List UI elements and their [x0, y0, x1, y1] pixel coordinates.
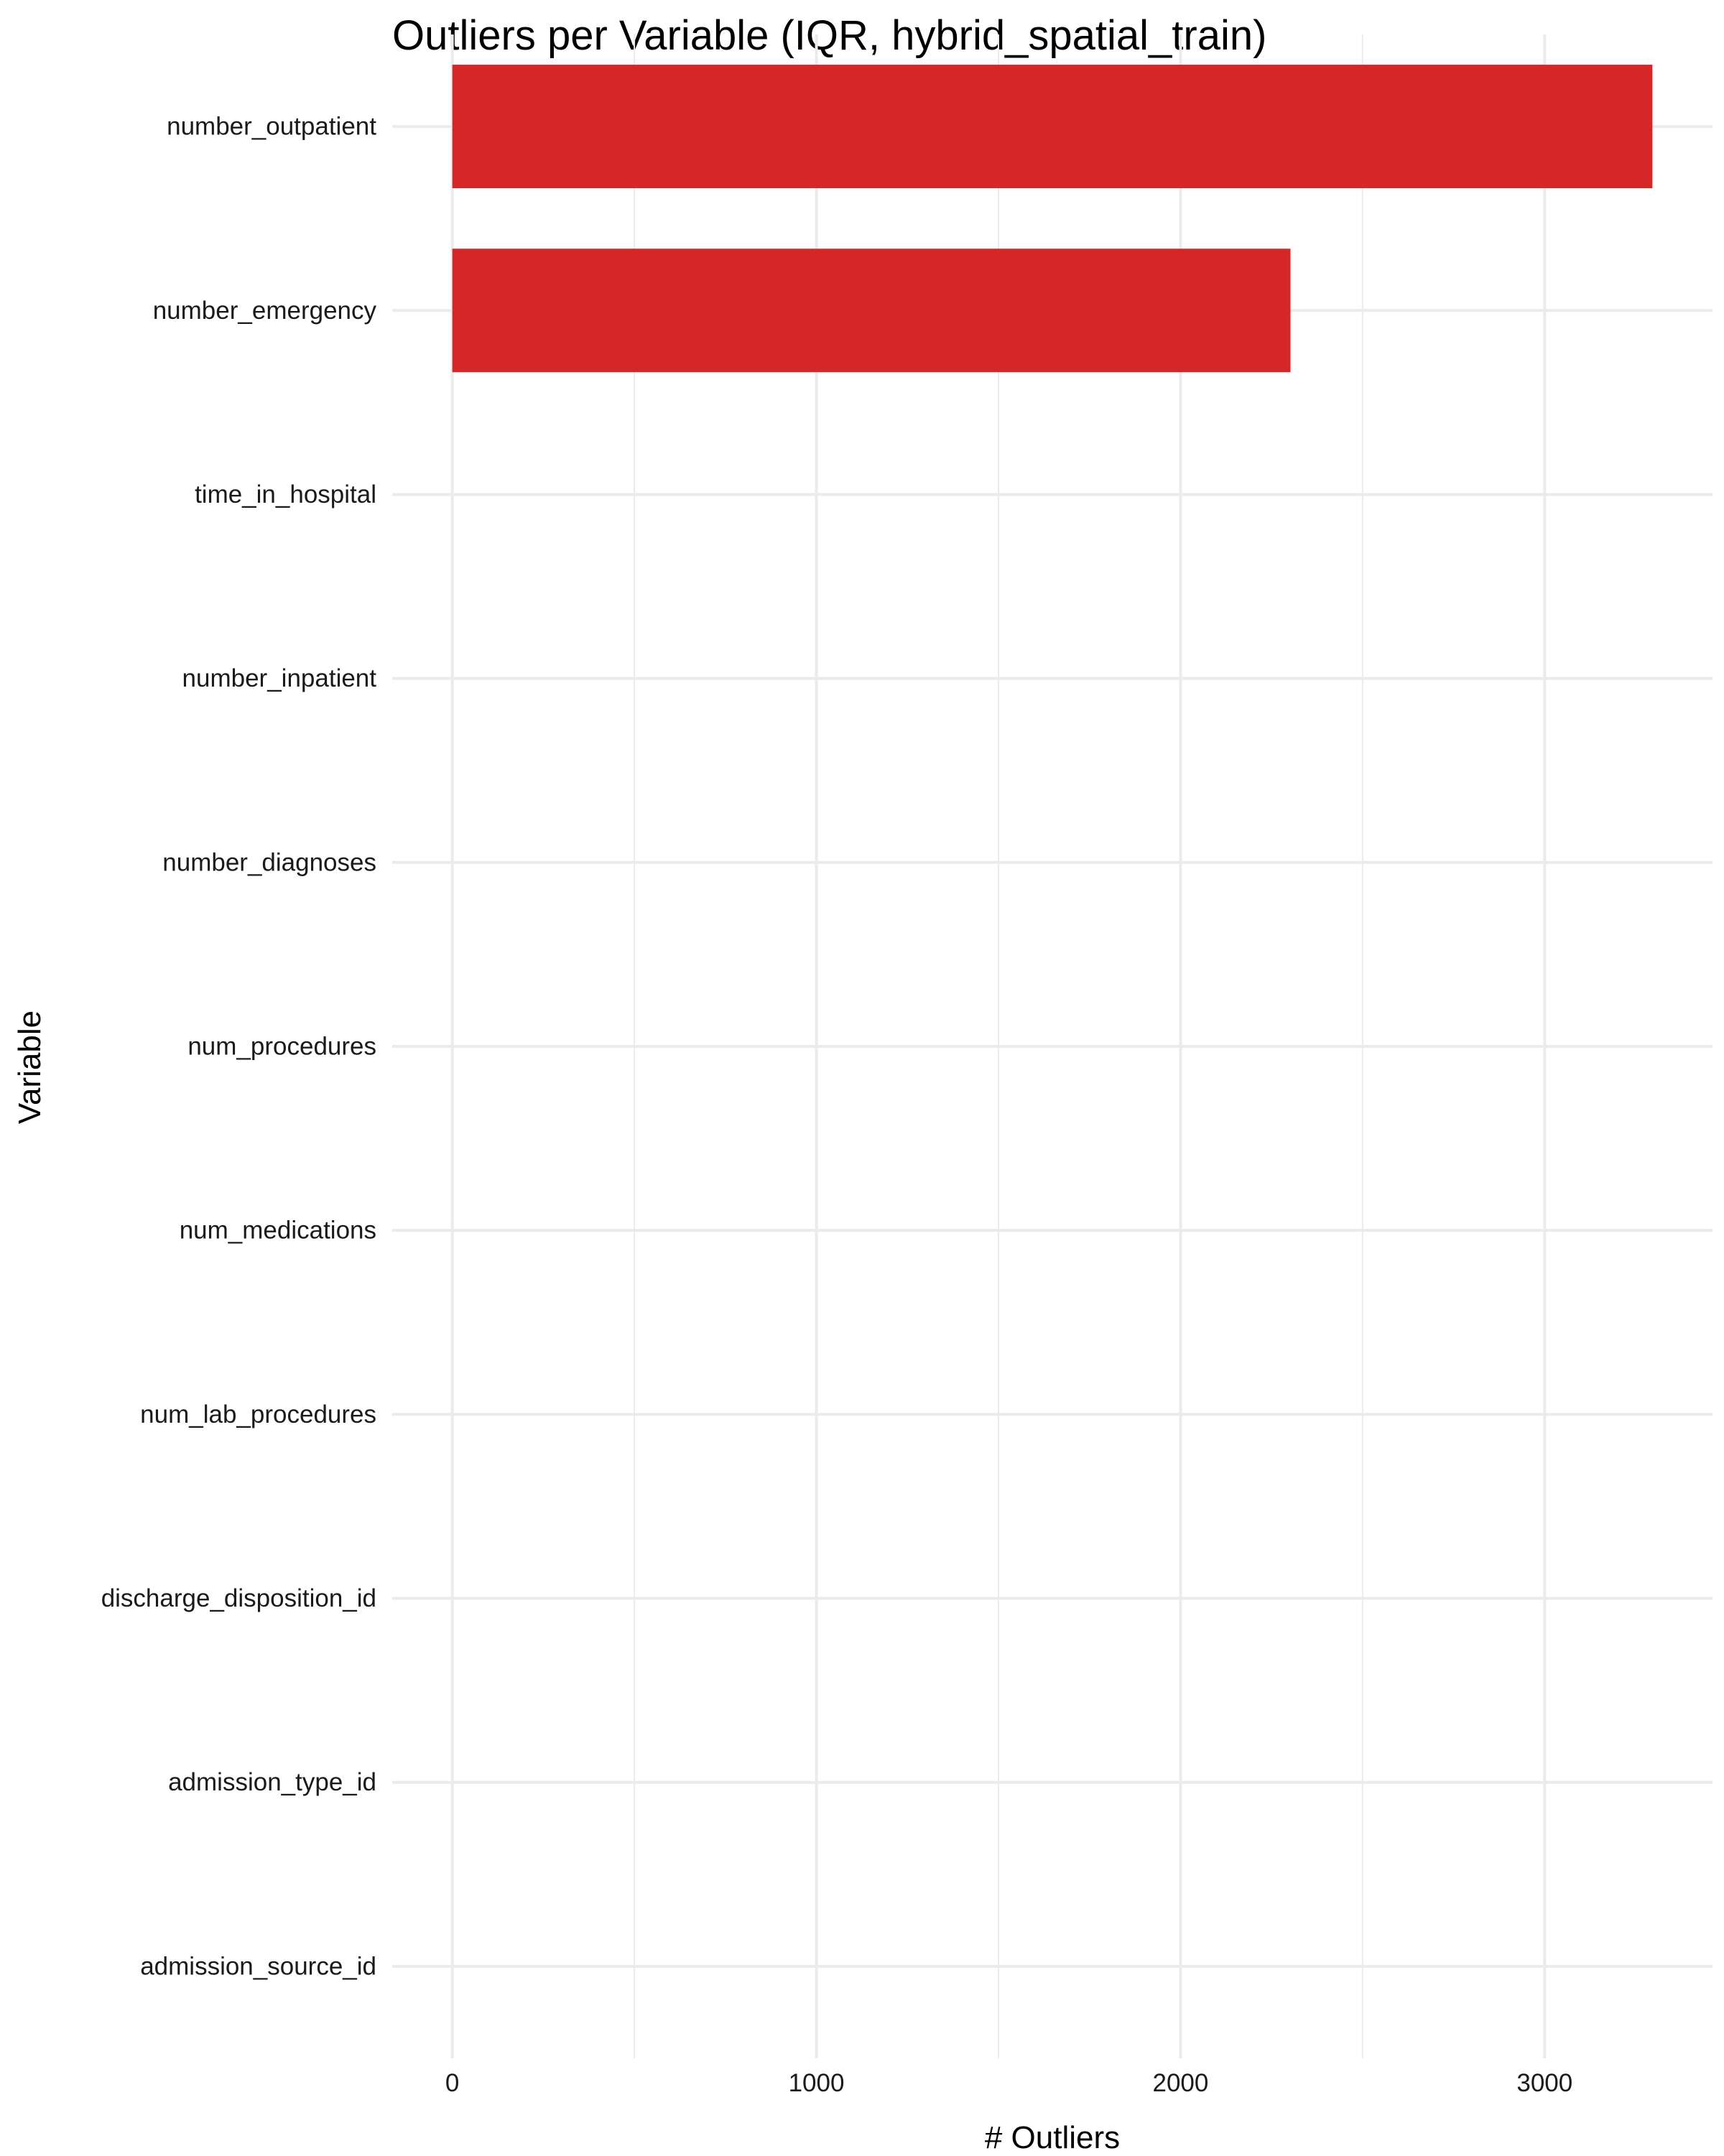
y-tick-label: admission_type_id: [168, 1768, 376, 1796]
y-tick-label: discharge_disposition_id: [101, 1584, 376, 1612]
x-tick-label: 3000: [1516, 2069, 1572, 2097]
y-tick-label: num_procedures: [187, 1033, 376, 1061]
y-axis-title: Variable: [12, 1010, 47, 1125]
y-tick-label: number_outpatient: [167, 113, 376, 141]
bar-number_emergency: [452, 248, 1291, 373]
y-tick-label: number_diagnoses: [162, 848, 376, 876]
y-tick-label: time_in_hospital: [195, 480, 376, 508]
y-tick-label: num_medications: [180, 1217, 376, 1245]
chart-title: Outliers per Variable (IQR, hybrid_spati…: [392, 12, 1267, 59]
y-tick-label: number_inpatient: [182, 664, 377, 692]
x-tick-label: 0: [445, 2069, 459, 2097]
x-axis-title: # Outliers: [984, 2120, 1121, 2155]
y-tick-label: num_lab_procedures: [140, 1400, 376, 1428]
x-tick-label: 2000: [1152, 2069, 1208, 2097]
x-tick-label: 1000: [789, 2069, 845, 2097]
y-tick-label: admission_source_id: [140, 1952, 376, 1980]
y-tick-label: number_emergency: [153, 297, 377, 325]
bar-number_outpatient: [452, 65, 1653, 189]
